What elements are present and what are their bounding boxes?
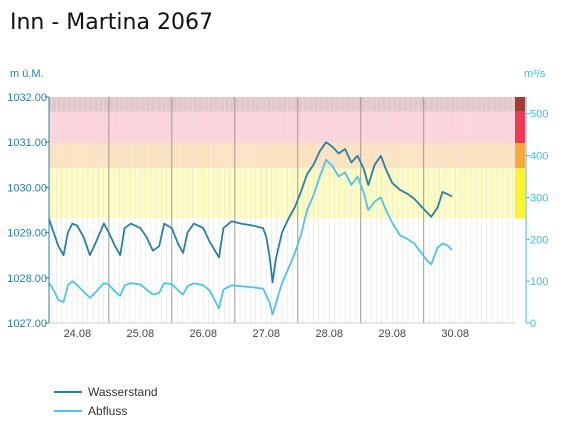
right-tick-label-0: 500 bbox=[530, 109, 548, 121]
left-tick-label-5: 1027.00 bbox=[7, 318, 47, 330]
legend-swatch-abfluss bbox=[54, 409, 82, 412]
legend-label-abfluss: Abfluss bbox=[88, 403, 128, 418]
legend: Wasserstand Abfluss bbox=[54, 382, 158, 420]
left-axis-unit: m ü.M. bbox=[10, 68, 44, 80]
x-tick-label-3: 27.08 bbox=[252, 328, 280, 340]
legend-swatch-wasserstand bbox=[54, 390, 82, 393]
axes: 1032.00 1031.00 1030.00 1029.00 1028.00 1027.… bbox=[7, 92, 548, 340]
x-tick-label-1: 25.08 bbox=[127, 328, 155, 340]
left-tick-label-0: 1032.00 bbox=[7, 92, 47, 104]
x-tick-label-0: 24.08 bbox=[64, 328, 92, 340]
legend-item-wasserstand[interactable]: Wasserstand bbox=[54, 382, 158, 401]
x-tick-label-2: 26.08 bbox=[190, 328, 218, 340]
danger-bar-2 bbox=[515, 111, 525, 144]
right-axis-unit: m³/s bbox=[524, 68, 546, 80]
left-tick-label-2: 1030.00 bbox=[7, 182, 47, 194]
legend-item-abfluss[interactable]: Abfluss bbox=[54, 401, 158, 420]
legend-label-wasserstand: Wasserstand bbox=[88, 384, 158, 399]
x-tick-label-5: 29.08 bbox=[378, 328, 406, 340]
danger-bar-1 bbox=[515, 143, 525, 169]
danger-level-bars bbox=[515, 97, 525, 219]
series-lines bbox=[48, 141, 453, 316]
series-line-abfluss bbox=[48, 158, 453, 316]
right-tick-label-2: 300 bbox=[530, 192, 548, 204]
left-tick-label-1: 1031.00 bbox=[7, 137, 47, 149]
x-tick-label-6: 30.08 bbox=[441, 328, 469, 340]
series-line-wasserstand bbox=[48, 141, 453, 284]
right-tick-label-1: 400 bbox=[530, 151, 548, 163]
left-tick-label-3: 1029.00 bbox=[7, 228, 47, 240]
right-tick-label-3: 200 bbox=[530, 234, 548, 246]
danger-bar-0 bbox=[515, 168, 525, 219]
left-tick-label-4: 1028.00 bbox=[7, 273, 47, 285]
x-tick-label-4: 28.08 bbox=[315, 328, 343, 340]
right-tick-label-4: 100 bbox=[530, 276, 548, 288]
chart-title: Inn - Martina 2067 bbox=[10, 10, 213, 35]
danger-bar-3 bbox=[515, 97, 525, 112]
right-tick-label-5: 0 bbox=[530, 318, 536, 330]
